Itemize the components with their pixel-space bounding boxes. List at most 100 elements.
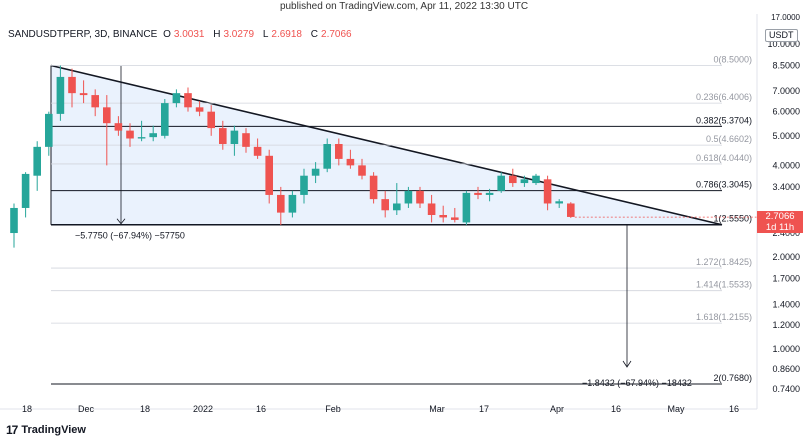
ohlc-open: O 3.0031 bbox=[163, 29, 205, 40]
candle-body bbox=[497, 175, 505, 191]
candle-body bbox=[219, 128, 227, 145]
time-axis-label: 16 bbox=[256, 404, 266, 414]
fib-level-label: 1(2.5550) bbox=[713, 214, 752, 224]
candle-body bbox=[416, 190, 424, 204]
price-axis-tick: 6.0000 bbox=[772, 107, 800, 117]
candle-body bbox=[288, 194, 297, 213]
candle-body bbox=[265, 155, 273, 195]
published-caption: published on TradingView.com, Apr 11, 20… bbox=[279, 1, 529, 12]
ohlc-close: C 2.7066 bbox=[310, 29, 352, 40]
arrow-head-right-icon bbox=[622, 360, 632, 368]
ohlc-high: H 3.0279 bbox=[213, 29, 255, 40]
fib-level-label: 1.618(1.2155) bbox=[696, 312, 752, 322]
candle-body bbox=[462, 192, 471, 223]
candle-body bbox=[393, 203, 401, 211]
candle-body bbox=[172, 93, 181, 104]
price-axis-tick: 5.0000 bbox=[772, 131, 800, 141]
candle-body bbox=[346, 158, 355, 166]
price-axis-tick: 7.0000 bbox=[772, 86, 800, 96]
candle-body bbox=[543, 179, 552, 204]
price-axis-tick: 1.7000 bbox=[772, 274, 800, 284]
price-axis-tick: 0.7400 bbox=[772, 384, 800, 394]
symbol-header: SANDUSDTPERP, 3D, BINANCE O 3.0031 H 3.027… bbox=[8, 29, 358, 40]
arrow-head-left-icon bbox=[116, 218, 126, 225]
fib-level-label: 0.5(4.6602) bbox=[706, 134, 752, 144]
price-axis-tick: 4.0000 bbox=[772, 160, 800, 170]
candle-body bbox=[300, 175, 308, 195]
candle-body bbox=[451, 217, 459, 220]
price-chart[interactable]: 0(8.5000) 0.236(6.4006) 0.382(5.3704) 0.5(4… bbox=[0, 14, 808, 440]
candle-body bbox=[520, 179, 529, 184]
candle-body bbox=[161, 103, 169, 136]
last-price-value: 2.7066 bbox=[765, 211, 795, 223]
candle-body bbox=[474, 192, 482, 195]
time-axis-label: Feb bbox=[325, 404, 341, 414]
price-axis-tick: 10.0000 bbox=[767, 39, 800, 49]
price-axis-tick: 1.4000 bbox=[772, 299, 800, 309]
candle-body bbox=[137, 137, 146, 139]
measure-right-label: −1.8432 (−67.94%) −18432 bbox=[582, 378, 692, 388]
price-axis-tick: 2.0000 bbox=[772, 252, 800, 262]
ohlc-low: L 2.6918 bbox=[262, 29, 302, 40]
candle-body bbox=[103, 107, 111, 124]
price-axis-tick: 8.5000 bbox=[772, 61, 800, 71]
tradingview-logo-icon: 17 bbox=[6, 423, 18, 437]
fib-level-label: 0(8.5000) bbox=[713, 55, 752, 65]
time-axis-label: Dec bbox=[78, 404, 95, 414]
time-axis-label: 16 bbox=[729, 404, 739, 414]
candle-body bbox=[195, 107, 204, 112]
countdown-label: 1d 11h bbox=[765, 222, 795, 234]
fib-level-label: 0.786(3.3045) bbox=[696, 180, 752, 190]
tradingview-brand[interactable]: 17 TradingView bbox=[6, 423, 86, 437]
candle-body bbox=[126, 130, 134, 139]
candle-body bbox=[33, 146, 41, 176]
fib-level-label: 1.414(1.5533) bbox=[696, 280, 752, 290]
candle-body bbox=[114, 123, 123, 131]
symbol-label: SANDUSDTPERP, 3D, BINANCE bbox=[8, 29, 158, 40]
time-axis-label: 18 bbox=[22, 404, 32, 414]
currency-button[interactable]: USDT bbox=[765, 29, 798, 42]
candle-body bbox=[184, 93, 192, 108]
candle-body bbox=[91, 95, 99, 108]
candle-body bbox=[242, 133, 250, 147]
candle-body bbox=[45, 113, 53, 147]
candle-body bbox=[427, 203, 436, 216]
candle-body bbox=[311, 168, 320, 176]
candle-body bbox=[10, 207, 18, 234]
candle-body bbox=[358, 165, 366, 176]
time-axis-label: 17 bbox=[479, 404, 489, 414]
candle-body bbox=[532, 175, 540, 184]
price-axis-tick: 3.4000 bbox=[772, 182, 800, 192]
price-axis-top-tick: 17.0000 bbox=[771, 14, 800, 22]
candle-body bbox=[439, 215, 447, 218]
fib-level-label: 0.618(4.0440) bbox=[696, 153, 752, 163]
fib-level-label: 2(0.7680) bbox=[713, 373, 752, 383]
chart-panel[interactable]: 0(8.5000) 0.236(6.4006) 0.382(5.3704) 0.5(4… bbox=[0, 14, 808, 440]
time-axis-label: Mar bbox=[429, 404, 445, 414]
candle-body bbox=[149, 133, 157, 138]
time-axis-label: 2022 bbox=[193, 404, 213, 414]
candle-body bbox=[207, 111, 215, 129]
measure-left-label: −5.7750 (−67.94%) −57750 bbox=[75, 231, 185, 241]
candle-body bbox=[277, 194, 285, 213]
candle-body bbox=[56, 76, 65, 114]
price-axis-tick: 0.8600 bbox=[772, 364, 800, 374]
candle-body bbox=[555, 201, 563, 204]
candle-body bbox=[230, 130, 239, 145]
candle-body bbox=[369, 175, 378, 200]
candle-body bbox=[485, 192, 494, 195]
time-axis-label: 16 bbox=[611, 404, 621, 414]
candle-body bbox=[509, 175, 517, 184]
fib-level-label: 1.272(1.8425) bbox=[696, 257, 752, 267]
price-axis-tick: 1.2000 bbox=[772, 320, 800, 330]
candle-body bbox=[253, 146, 262, 156]
candle-body bbox=[567, 203, 575, 217]
candle-body bbox=[79, 93, 88, 96]
brand-name: TradingView bbox=[21, 424, 86, 436]
fib-level-label: 0.236(6.4006) bbox=[696, 92, 752, 102]
last-price-tag: 2.7066 1d 11h bbox=[757, 211, 803, 234]
price-axis-tick: 1.0000 bbox=[772, 344, 800, 354]
time-axis-label: 18 bbox=[140, 404, 150, 414]
candle-body bbox=[381, 199, 389, 211]
candle-body bbox=[323, 144, 331, 169]
